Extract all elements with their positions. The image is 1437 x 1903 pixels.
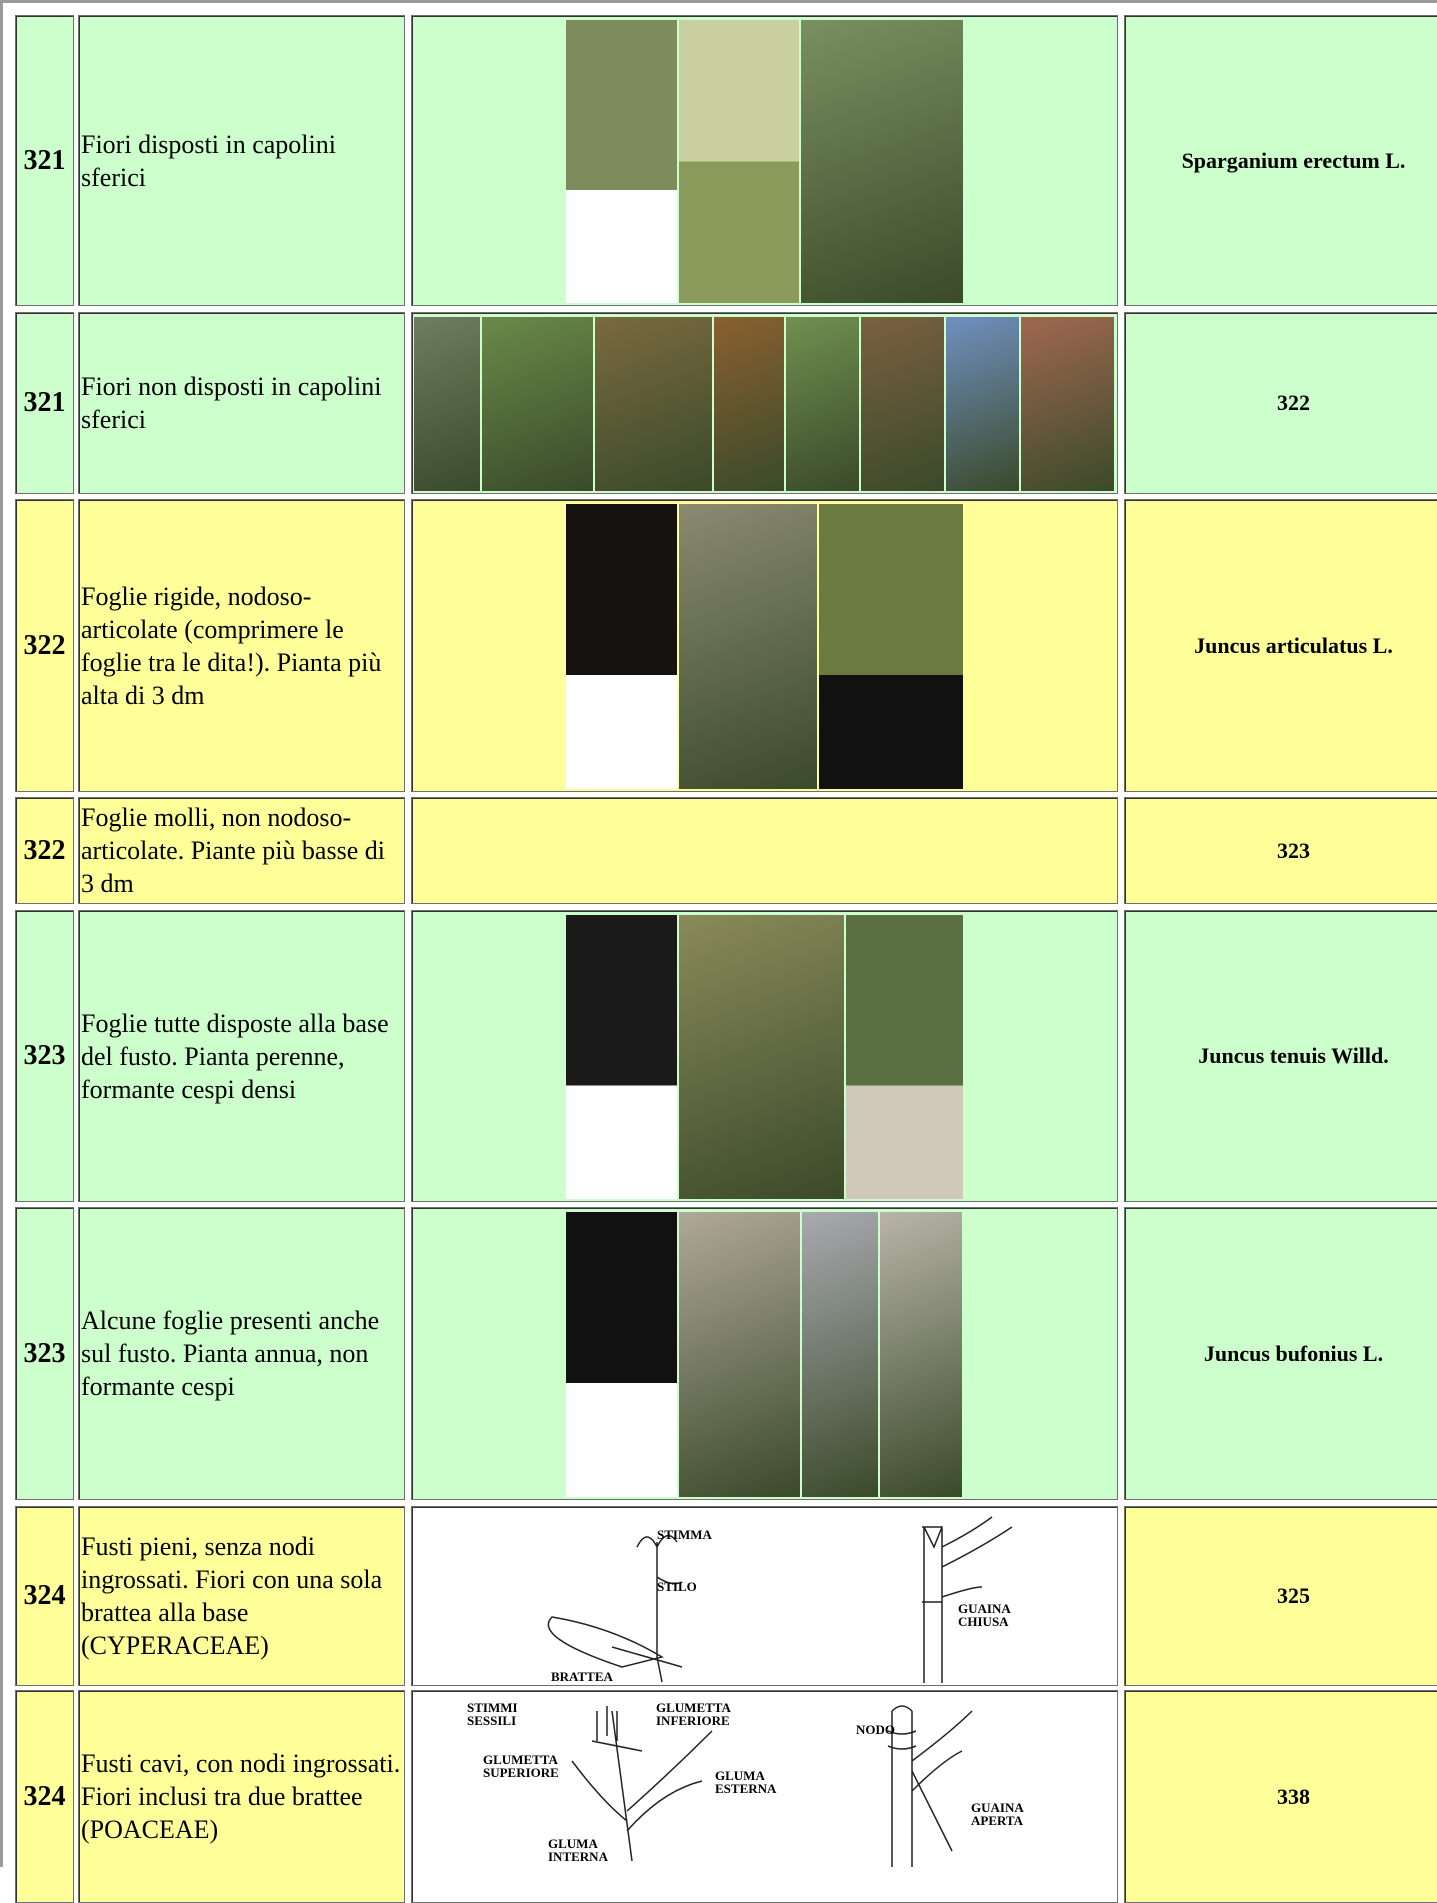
illustration-cell	[411, 312, 1118, 494]
diagram-label: GLUMA INTERNA	[548, 1836, 608, 1864]
illustration-cell	[411, 15, 1118, 306]
illustration-cell	[411, 1207, 1118, 1500]
description: Fiori non disposti in capolini sferici	[78, 312, 405, 494]
couplet-number: 324	[15, 1506, 74, 1686]
description: Foglie tutte disposte alla base del fust…	[78, 910, 405, 1202]
description: Fusti pieni, senza nodi ingrossati. Fior…	[78, 1506, 405, 1686]
diagram	[547, 1516, 1013, 1683]
photo	[846, 915, 964, 1199]
photo	[678, 1212, 801, 1497]
photo	[860, 317, 945, 491]
photo	[678, 504, 817, 789]
photo	[414, 317, 481, 491]
illustration-cell	[411, 499, 1118, 792]
photo	[565, 1212, 677, 1497]
couplet-number: 321	[15, 312, 74, 494]
illustration-cell	[411, 910, 1118, 1202]
couplet-number: 322	[15, 499, 74, 792]
couplet-number: 321	[15, 15, 74, 306]
diagram-label: GLUMA ESTERNA	[715, 1768, 777, 1796]
photo	[1021, 317, 1115, 491]
photo	[678, 20, 800, 303]
diagram-label: BRATTEA	[551, 1669, 613, 1684]
photo	[785, 317, 859, 491]
diagram-label: STIMMI SESSILI	[467, 1700, 518, 1728]
result: 325	[1124, 1506, 1437, 1686]
photo	[802, 1212, 878, 1497]
couplet-number: 324	[15, 1690, 74, 1903]
photo	[946, 317, 1020, 491]
photo	[482, 317, 594, 491]
result: Juncus tenuis Willd.	[1124, 910, 1437, 1202]
diagram-label: GLUMETTA INFERIORE	[656, 1700, 731, 1728]
result: Juncus bufonius L.	[1124, 1207, 1437, 1500]
result: Juncus articulatus L.	[1124, 499, 1437, 792]
description: Foglie molli, non nodoso-articolate. Pia…	[78, 797, 405, 904]
photo	[565, 915, 677, 1199]
description: Alcune foglie presenti anche sul fusto. …	[78, 1207, 405, 1500]
photo	[879, 1212, 963, 1497]
diagram	[571, 1705, 973, 1867]
photo	[801, 20, 964, 303]
diagram-label: GUAINA CHIUSA	[958, 1601, 1011, 1629]
photo	[818, 504, 964, 789]
result: 338	[1124, 1690, 1437, 1903]
photo	[595, 317, 713, 491]
illustration-cell: STIMMI SESSILI GLUMETTA INFERIORE GLUMETTA…	[411, 1690, 1118, 1903]
illustration-cell	[411, 797, 1118, 904]
photo	[678, 915, 845, 1199]
couplet-number: 323	[15, 1207, 74, 1500]
result: Sparganium erectum L.	[1124, 15, 1437, 306]
diagram-label: GUAINA APERTA	[971, 1800, 1024, 1828]
diagram-label: STIMMA	[657, 1527, 712, 1542]
description: Foglie rigide, nodoso-articolate (compri…	[78, 499, 405, 792]
diagram-label: GLUMETTA SUPERIORE	[483, 1752, 559, 1780]
illustration-cell: STIMMA STILO BRATTEA GUAINA CHIUSA	[411, 1506, 1118, 1686]
result: 322	[1124, 312, 1437, 494]
description: Fiori disposti in capolini sferici	[78, 15, 405, 306]
description: Fusti cavi, con nodi ingrossati. Fiori i…	[78, 1690, 405, 1903]
couplet-number: 322	[15, 797, 74, 904]
result: 323	[1124, 797, 1437, 904]
photo	[565, 20, 677, 303]
photo	[714, 317, 784, 491]
photo	[565, 504, 677, 789]
diagram-label: NODO	[856, 1722, 895, 1737]
diagram-label: STILO	[657, 1579, 697, 1594]
couplet-number: 323	[15, 910, 74, 1202]
